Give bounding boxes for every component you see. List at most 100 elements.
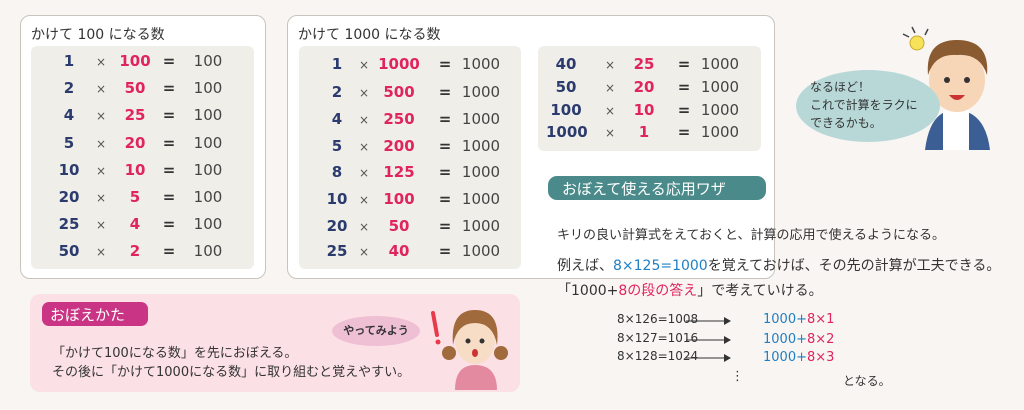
factor-b: 500 bbox=[383, 83, 415, 101]
card-title: かけて 100 になる数 bbox=[31, 27, 165, 43]
times-sign: × bbox=[358, 166, 370, 180]
factor-a: 2 bbox=[331, 83, 343, 101]
times-sign: × bbox=[604, 58, 616, 72]
boy-speech-bubble: なるほど！ これで計算をラクに できるかも。 bbox=[810, 78, 918, 132]
equals-sign: = bbox=[677, 123, 691, 141]
equals-sign: = bbox=[438, 217, 452, 235]
table-row: 2 × 500 = 1000 bbox=[299, 83, 521, 105]
factor-b: 10 bbox=[633, 101, 655, 119]
table-row: 4 × 250 = 1000 bbox=[299, 110, 521, 132]
product: 100 bbox=[193, 161, 223, 179]
table-row: 8 × 125 = 1000 bbox=[299, 163, 521, 185]
card-times-100: かけて 100 になる数 1 × 100 = 100 2 × 50 = 100 4 × 25 = 100 5 ×… bbox=[20, 15, 266, 279]
factor-b: 1000 bbox=[378, 55, 420, 73]
factor-b: 20 bbox=[633, 78, 655, 96]
equals-sign: = bbox=[162, 215, 176, 233]
table-row: 4 × 25 = 100 bbox=[31, 106, 254, 128]
times-sign: × bbox=[604, 81, 616, 95]
formula-left: 8×127=1016 bbox=[617, 331, 699, 345]
factor-b: 1 bbox=[638, 123, 650, 141]
formula-left: 8×128=1024 bbox=[617, 349, 699, 363]
factor-b: 50 bbox=[388, 217, 410, 235]
factor-a: 4 bbox=[63, 106, 75, 124]
product: 100 bbox=[193, 52, 223, 70]
product: 100 bbox=[193, 242, 223, 260]
applied-line2: 例えば、8×125=1000を覚えておけば、その先の計算が工夫できる。 bbox=[557, 258, 1001, 274]
equals-sign: = bbox=[438, 55, 452, 73]
product: 100 bbox=[193, 79, 223, 97]
factor-a: 40 bbox=[555, 55, 577, 73]
factor-a: 25 bbox=[326, 242, 348, 260]
factor-b: 10 bbox=[124, 161, 146, 179]
ending-text: となる。 bbox=[843, 374, 891, 388]
times-sign: × bbox=[95, 191, 107, 205]
equals-sign: = bbox=[162, 52, 176, 70]
factor-b: 100 bbox=[119, 52, 151, 70]
table-row: 25 × 40 = 1000 bbox=[299, 242, 521, 264]
factor-b: 125 bbox=[383, 163, 415, 181]
formula-right: 1000+8×1 bbox=[763, 312, 835, 327]
product: 1000 bbox=[461, 83, 501, 101]
table-row: 40 × 25 = 1000 bbox=[538, 55, 761, 77]
table-row: 20 × 50 = 1000 bbox=[299, 217, 521, 239]
factor-a: 20 bbox=[58, 188, 80, 206]
product: 1000 bbox=[700, 123, 740, 141]
times-sign: × bbox=[95, 109, 107, 123]
times-sign: × bbox=[358, 58, 370, 72]
product: 1000 bbox=[461, 163, 501, 181]
factor-a: 1 bbox=[63, 52, 75, 70]
equals-sign: = bbox=[162, 134, 176, 152]
girl-illustration bbox=[431, 310, 508, 390]
times-sign: × bbox=[95, 55, 107, 69]
factor-b: 200 bbox=[383, 137, 415, 155]
card-title: かけて 1000 になる数 bbox=[298, 27, 441, 43]
table-row: 25 × 4 = 100 bbox=[31, 215, 254, 237]
equals-sign: = bbox=[438, 137, 452, 155]
times-sign: × bbox=[358, 220, 370, 234]
factor-a: 1000 bbox=[546, 123, 588, 141]
factor-b: 25 bbox=[633, 55, 655, 73]
table-row: 10 × 10 = 100 bbox=[31, 161, 254, 183]
applied-line1: キリの良い計算式をえておくと、計算の応用で使えるようになる。 bbox=[557, 228, 946, 243]
factor-b: 2 bbox=[129, 242, 141, 260]
bubble-line: できるかも。 bbox=[810, 116, 882, 130]
product: 1000 bbox=[461, 55, 501, 73]
product: 1000 bbox=[461, 242, 501, 260]
equals-sign: = bbox=[438, 83, 452, 101]
times-sign: × bbox=[358, 245, 370, 259]
equals-sign: = bbox=[438, 163, 452, 181]
factor-a: 1 bbox=[331, 55, 343, 73]
factor-a: 8 bbox=[331, 163, 343, 181]
factor-a: 25 bbox=[58, 215, 80, 233]
formula-right: 1000+8×3 bbox=[763, 350, 835, 365]
product: 1000 bbox=[700, 78, 740, 96]
product: 100 bbox=[193, 188, 223, 206]
arrow-right-icon bbox=[686, 317, 731, 325]
times-sign: × bbox=[95, 164, 107, 178]
boy-illustration bbox=[902, 26, 990, 150]
table-row: 50 × 20 = 1000 bbox=[538, 78, 761, 100]
factor-b: 40 bbox=[388, 242, 410, 260]
factor-a: 50 bbox=[58, 242, 80, 260]
equals-sign: = bbox=[438, 242, 452, 260]
arrow-right-icon bbox=[686, 336, 731, 344]
times-sign: × bbox=[358, 140, 370, 154]
equals-sign: = bbox=[438, 190, 452, 208]
product: 100 bbox=[193, 106, 223, 124]
equals-sign: = bbox=[162, 188, 176, 206]
applied-label: おぼえて使える応用ワザ bbox=[548, 176, 766, 200]
factor-a: 5 bbox=[331, 137, 343, 155]
factor-a: 4 bbox=[331, 110, 343, 128]
formula-right: 1000+8×2 bbox=[763, 332, 835, 347]
product: 1000 bbox=[461, 190, 501, 208]
equals-sign: = bbox=[677, 101, 691, 119]
times-sign: × bbox=[604, 126, 616, 140]
factor-b: 20 bbox=[124, 134, 146, 152]
product: 1000 bbox=[461, 137, 501, 155]
ellipsis: ⋮ bbox=[731, 369, 744, 384]
formula-left: 8×126=1008 bbox=[617, 312, 699, 326]
times-sign: × bbox=[95, 137, 107, 151]
table-1000-extra: 40 × 25 = 1000 50 × 20 = 1000 100 × 10 = 1000 1000 × 1 = 10… bbox=[538, 46, 761, 151]
table-row: 1 × 100 = 100 bbox=[31, 52, 254, 74]
factor-b: 25 bbox=[124, 106, 146, 124]
